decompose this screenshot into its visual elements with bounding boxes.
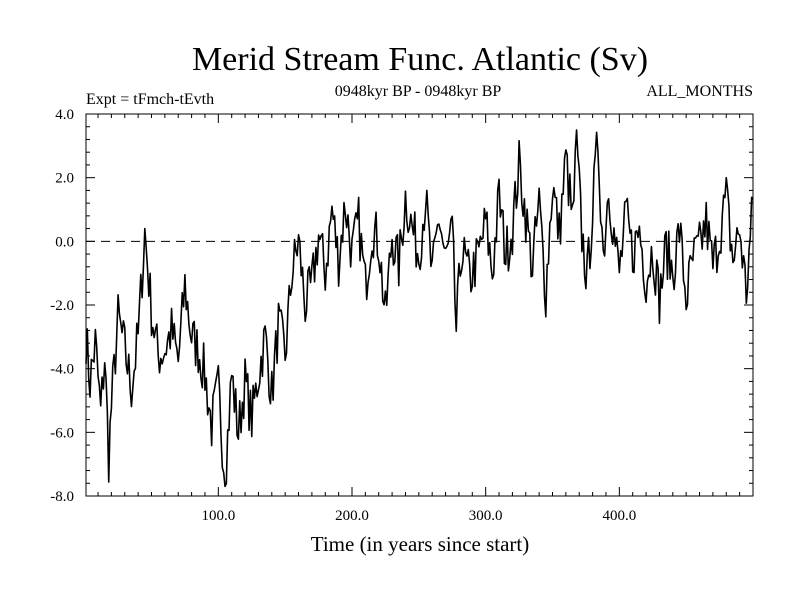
axes: 100.0 200.0 300.0 400.0 -8.0 -6.0 -4.0 -2.0 0.0 2… — [50, 107, 754, 524]
x-tick-label: 200.0 — [335, 508, 369, 524]
y-tick-label: -8.0 — [50, 489, 74, 505]
expt-label: Expt = tFmch-tEvth — [86, 91, 214, 108]
x-tick-label: 400.0 — [602, 508, 636, 524]
period-label: 0948kyr BP - 0948kyr BP — [335, 83, 502, 100]
y-tick-label: 2.0 — [55, 171, 74, 187]
y-tick-label: 4.0 — [55, 107, 74, 123]
x-tick-label: 100.0 — [201, 508, 235, 524]
y-tick-label: 0.0 — [55, 234, 74, 250]
months-label: ALL_MONTHS — [646, 83, 753, 100]
data-layer — [85, 129, 754, 488]
y-tick-label: -6.0 — [50, 425, 74, 441]
series-line — [85, 129, 754, 488]
y-tick-label: -4.0 — [50, 362, 74, 378]
x-axis-label: Time (in years since start) — [311, 532, 530, 556]
y-tick-label: -2.0 — [50, 298, 74, 314]
x-tick-label: 300.0 — [469, 508, 503, 524]
chart-title: Merid Stream Func. Atlantic (Sv) — [192, 41, 648, 78]
